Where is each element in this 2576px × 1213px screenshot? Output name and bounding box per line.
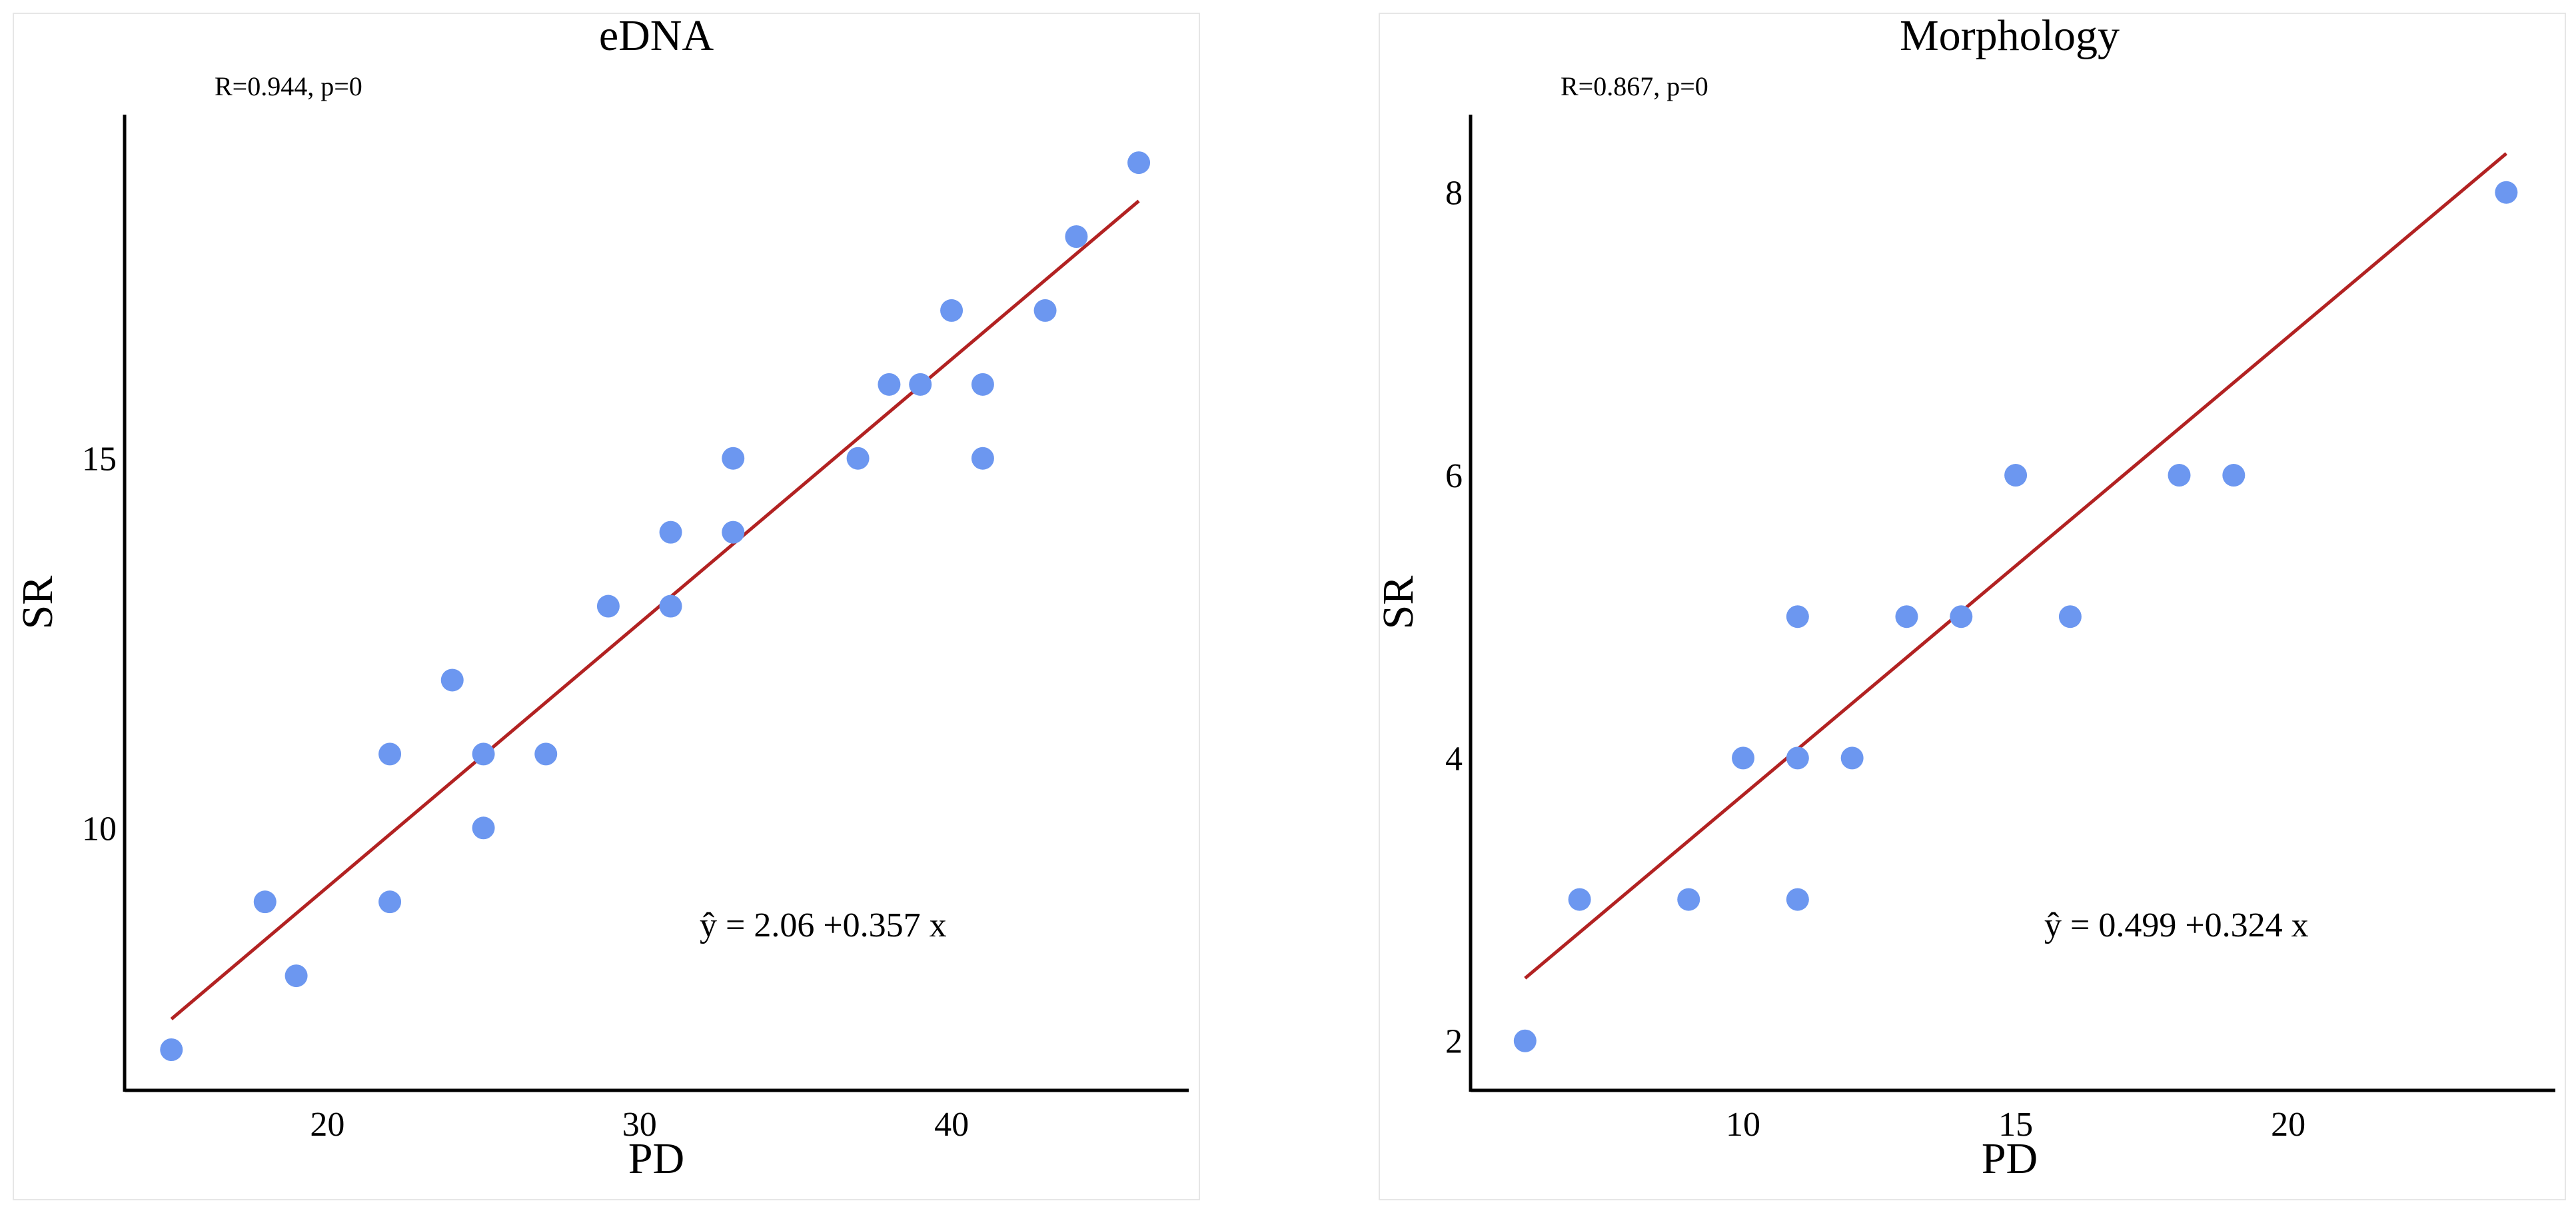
regression-line-morphology: [1524, 152, 2507, 980]
data-point-edna: [722, 447, 745, 470]
x-tick-label-edna: 40: [934, 1106, 969, 1144]
y-axis-label-morphology: SR: [1374, 576, 1423, 630]
data-point-morphology: [1786, 746, 1809, 770]
data-point-morphology: [2058, 605, 2082, 628]
y-tick-label-morphology: 4: [1445, 740, 1463, 778]
data-point-edna: [659, 521, 682, 544]
data-point-edna: [534, 742, 558, 766]
data-point-morphology: [1895, 605, 1918, 628]
x-tick-label-morphology: 10: [1726, 1106, 1760, 1144]
points-morphology: [1513, 181, 2518, 1052]
data-point-edna: [160, 1038, 183, 1061]
regression-line-edna: [170, 199, 1140, 1020]
data-point-morphology: [2222, 464, 2246, 487]
data-point-edna: [909, 373, 932, 396]
data-point-edna: [472, 742, 495, 766]
data-point-edna: [846, 447, 870, 470]
panel-morphology: Morphology R=0.867, p=0 PD SR ŷ = 0.499 …: [1374, 11, 2566, 1200]
fit-morphology: [1524, 152, 2507, 980]
data-point-morphology: [1950, 605, 1973, 628]
x-tick-label-morphology: 20: [2271, 1106, 2305, 1144]
ticks-morphology: 10 15 20 2 4 6 8: [1445, 175, 2305, 1144]
ticks-edna: 20 30 40 10 15: [82, 441, 969, 1144]
data-point-morphology: [1732, 746, 1755, 770]
data-point-edna: [472, 816, 495, 840]
data-point-edna: [971, 373, 994, 396]
data-point-edna: [878, 373, 901, 396]
panel-morphology-background: [1379, 13, 2566, 1200]
points-edna: [160, 151, 1151, 1061]
data-point-edna: [440, 668, 464, 692]
y-tick-label-edna: 15: [82, 441, 117, 479]
y-axis-label-edna: SR: [13, 576, 62, 630]
data-point-morphology: [1786, 605, 1809, 628]
data-point-edna: [659, 595, 682, 618]
fit-edna: [170, 199, 1140, 1020]
x-axis-label-edna: PD: [628, 1134, 684, 1183]
x-axis-label-morphology: PD: [1982, 1134, 2038, 1183]
panel-edna: eDNA R=0.944, p=0 PD SR ŷ = 2.06 +0.357 …: [13, 11, 1200, 1200]
data-point-morphology: [2168, 464, 2191, 487]
regression-equation-morphology: ŷ = 0.499 +0.324 x: [2044, 906, 2309, 944]
data-point-morphology: [1786, 888, 1809, 911]
regression-equation-edna: ŷ = 2.06 +0.357 x: [700, 906, 947, 944]
data-point-morphology: [1677, 888, 1700, 911]
y-tick-label-morphology: 6: [1445, 457, 1463, 495]
x-tick-label-edna: 30: [622, 1106, 657, 1144]
y-tick-label-morphology: 8: [1445, 175, 1463, 213]
data-point-edna: [971, 447, 994, 470]
chart-title-morphology: Morphology: [1900, 11, 2120, 60]
chart-title-edna: eDNA: [599, 11, 714, 60]
data-point-edna: [940, 299, 964, 322]
data-point-edna: [596, 595, 620, 618]
y-tick-label-edna: 10: [82, 810, 117, 848]
data-point-morphology: [1840, 746, 1864, 770]
x-tick-label-morphology: 15: [1998, 1106, 2033, 1144]
data-point-edna: [722, 521, 745, 544]
data-point-morphology: [1568, 888, 1591, 911]
data-point-edna: [1065, 225, 1088, 248]
data-point-edna: [378, 742, 402, 766]
data-point-edna: [285, 964, 308, 988]
data-point-edna: [1033, 299, 1057, 322]
data-point-edna: [1127, 151, 1151, 175]
data-point-edna: [253, 890, 277, 914]
stats-label-edna: R=0.944, p=0: [215, 71, 362, 101]
x-tick-label-edna: 20: [310, 1106, 344, 1144]
data-point-morphology: [2495, 181, 2518, 204]
data-point-morphology: [2004, 464, 2028, 487]
data-point-morphology: [1513, 1029, 1537, 1052]
y-tick-label-morphology: 2: [1445, 1023, 1463, 1061]
data-point-edna: [378, 890, 402, 914]
stats-label-morphology: R=0.867, p=0: [1561, 71, 1708, 101]
